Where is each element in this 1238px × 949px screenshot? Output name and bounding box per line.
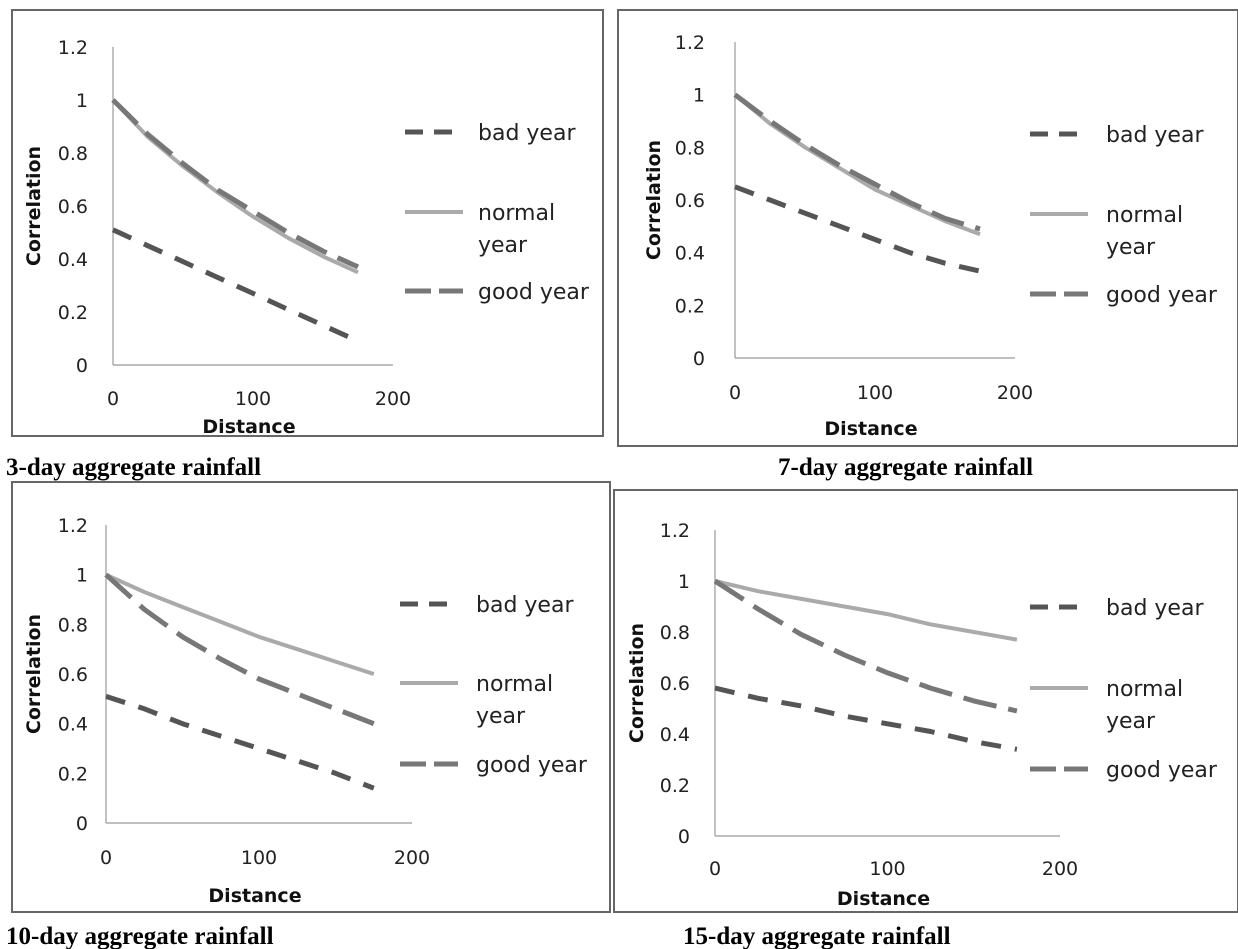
series-line-bad-year xyxy=(111,227,360,344)
x-tick-label: 200 xyxy=(375,388,411,410)
x-axis-title: Distance xyxy=(208,885,301,907)
x-tick-label: 200 xyxy=(997,382,1033,404)
series-line-good-year xyxy=(733,92,981,232)
legend-label: bad year xyxy=(478,121,576,146)
y-tick-label: 0 xyxy=(76,813,88,835)
y-tick-label: 1.2 xyxy=(660,520,690,542)
panel-frame xyxy=(11,9,604,437)
chart-panel-1: 0 0.2 0.4 0.6 0.8 1 1.2 0 100 200 Distance Correlat… xyxy=(6,9,604,481)
chart-legend: bad year normal year good year xyxy=(405,121,590,305)
legend-label: bad year xyxy=(476,593,574,618)
y-tick-label: 0.6 xyxy=(58,664,88,686)
y-tick-label: 0.6 xyxy=(675,190,705,212)
y-tick-label: 1 xyxy=(76,565,88,587)
series-line-normal-year xyxy=(733,93,981,237)
panel-frame xyxy=(617,9,1238,447)
legend-label: year xyxy=(476,704,526,729)
series-line-good-year xyxy=(713,578,1018,714)
panel-caption: 7-day aggregate rainfall xyxy=(778,454,1033,481)
y-tick-label: 1.2 xyxy=(58,37,88,59)
y-axis-title: Correlation xyxy=(23,614,45,734)
legend-label: good year xyxy=(478,280,590,305)
legend-label: normal xyxy=(1106,677,1183,702)
x-axis-title: Distance xyxy=(824,418,917,440)
series-line-bad-year xyxy=(714,685,1018,752)
x-axis-title: Distance xyxy=(202,416,295,438)
chart-panel-2: 0 0.2 0.4 0.6 0.8 1 1.2 0 100 200 Distance Correlat… xyxy=(617,9,1238,481)
x-axis-title: Distance xyxy=(837,888,930,910)
legend-label: bad year xyxy=(1106,596,1204,621)
x-tick-label: 200 xyxy=(1042,858,1078,880)
y-tick-label: 0.4 xyxy=(58,714,88,736)
y-tick-label: 1.2 xyxy=(675,32,705,54)
y-tick-label: 0.2 xyxy=(58,302,88,324)
y-axis-title: Correlation xyxy=(626,623,648,743)
chart-legend: bad year normal year good year xyxy=(400,593,588,778)
y-tick-label: 0.8 xyxy=(660,622,690,644)
legend-label: normal xyxy=(478,201,555,226)
chart-legend: bad year normal year good year xyxy=(1030,596,1218,783)
chart-panel-3: 0 0.2 0.4 0.6 0.8 1 1.2 0 100 200 Distance Correlat… xyxy=(6,481,611,949)
panel-frame xyxy=(613,489,1238,913)
series-line-normal-year xyxy=(714,579,1018,642)
y-tick-label: 1 xyxy=(678,571,690,593)
x-tick-label: 100 xyxy=(869,858,905,880)
y-tick-label: 0.2 xyxy=(660,775,690,797)
series-line-good-year xyxy=(111,98,360,270)
panel-caption: 3-day aggregate rainfall xyxy=(6,454,261,481)
y-tick-label: 0.4 xyxy=(58,249,88,271)
y-axis-title: Correlation xyxy=(643,140,665,260)
y-tick-label: 0.6 xyxy=(660,673,690,695)
y-tick-label: 0.6 xyxy=(58,196,88,218)
panel-frame xyxy=(11,481,611,913)
y-tick-label: 1 xyxy=(76,90,88,112)
y-tick-label: 0 xyxy=(693,348,705,370)
legend-label: normal xyxy=(476,672,553,697)
legend-label: year xyxy=(1106,235,1156,260)
legend-label: good year xyxy=(1106,283,1218,308)
x-tick-label: 0 xyxy=(100,847,112,869)
legend-label: good year xyxy=(476,753,588,778)
y-tick-label: 1.2 xyxy=(58,515,88,537)
y-tick-label: 0.8 xyxy=(675,137,705,159)
y-tick-label: 0.8 xyxy=(58,143,88,165)
series-line-bad-year xyxy=(105,694,375,791)
x-tick-label: 0 xyxy=(107,388,119,410)
y-tick-label: 0.8 xyxy=(58,614,88,636)
x-tick-label: 100 xyxy=(857,382,893,404)
chart-legend: bad year normal year good year xyxy=(1030,123,1218,308)
y-tick-label: 0 xyxy=(76,355,88,377)
x-tick-label: 0 xyxy=(729,382,741,404)
legend-label: year xyxy=(1106,709,1156,734)
y-tick-label: 1 xyxy=(693,85,705,107)
x-tick-label: 100 xyxy=(241,847,277,869)
x-tick-label: 100 xyxy=(235,388,271,410)
series-line-normal-year xyxy=(105,572,375,676)
y-tick-label: 0 xyxy=(678,826,690,848)
y-tick-label: 0.4 xyxy=(660,724,690,746)
x-tick-label: 200 xyxy=(394,847,430,869)
y-tick-label: 0.2 xyxy=(675,295,705,317)
y-tick-label: 0.4 xyxy=(675,243,705,265)
y-axis-title: Correlation xyxy=(23,146,45,266)
legend-label: bad year xyxy=(1106,123,1204,148)
panel-caption: 15-day aggregate rainfall xyxy=(683,923,951,949)
legend-label: normal xyxy=(1106,203,1183,228)
y-tick-label: 0.2 xyxy=(58,763,88,785)
chart-panel-4: 0 0.2 0.4 0.6 0.8 1 1.2 0 100 200 Distance Correlat… xyxy=(613,489,1238,949)
legend-label: good year xyxy=(1106,758,1218,783)
legend-label: year xyxy=(478,233,528,258)
panel-caption: 10-day aggregate rainfall xyxy=(6,923,274,949)
x-tick-label: 0 xyxy=(709,858,721,880)
series-line-bad-year xyxy=(734,184,981,274)
series-line-good-year xyxy=(104,572,375,727)
